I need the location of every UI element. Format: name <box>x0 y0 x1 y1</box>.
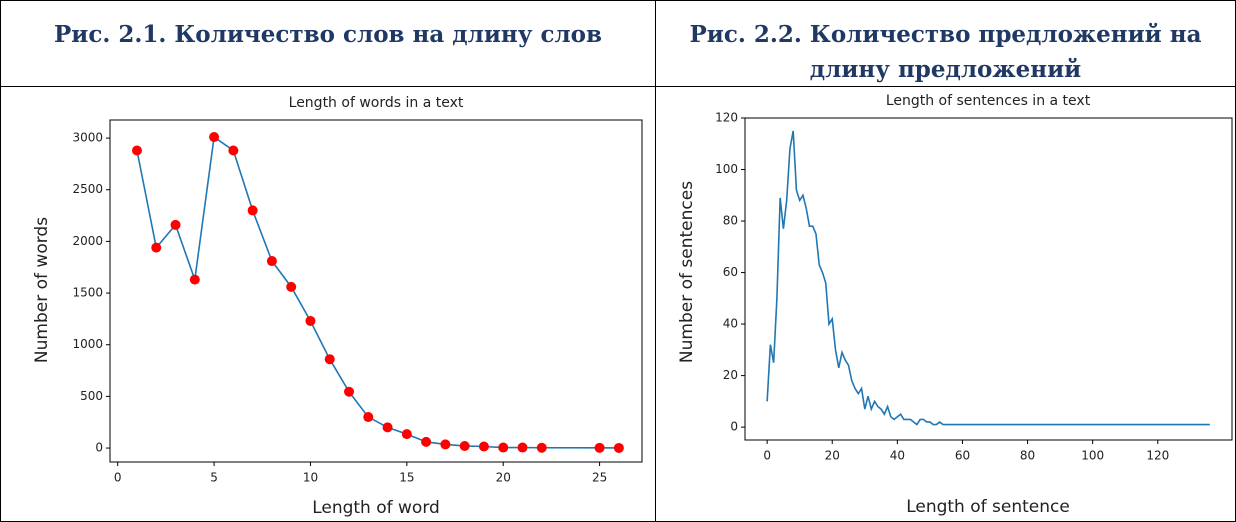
marker <box>382 422 393 433</box>
x-axis-label: Length of word <box>312 498 440 518</box>
marker <box>209 132 220 143</box>
marker <box>421 436 432 447</box>
marker <box>189 274 200 285</box>
y-tick-label: 80 <box>723 214 738 228</box>
x-tick-label: 80 <box>1020 449 1035 463</box>
marker <box>305 315 316 326</box>
marker <box>363 412 374 423</box>
y-axis-label: Number of words <box>32 217 52 363</box>
x-axis-label: Length of sentence <box>906 497 1070 517</box>
marker <box>247 205 258 216</box>
y-tick-label: 1000 <box>72 337 103 351</box>
x-tick-label: 20 <box>496 471 511 485</box>
marker <box>344 386 355 397</box>
marker <box>324 354 335 365</box>
y-tick-label: 20 <box>723 368 738 382</box>
charts: Length of words in a text Length of word N… <box>32 93 1233 518</box>
chart-title: Length of sentences in a text <box>886 93 1091 109</box>
x-tick-label: 0 <box>763 449 771 463</box>
marker <box>459 440 470 451</box>
header-cell: Рис. 2.2. Количество предложений на длин… <box>655 0 1236 87</box>
marker <box>594 442 605 453</box>
y-tick-label: 3000 <box>72 131 103 145</box>
chart-title: Length of words in a text <box>289 95 464 111</box>
marker <box>228 145 239 156</box>
marker <box>131 145 142 156</box>
x-tick-label: 40 <box>890 449 905 463</box>
marker <box>151 242 162 253</box>
y-tick-label: 0 <box>730 420 738 434</box>
y-tick-label: 0 <box>95 441 103 455</box>
x-tick-label: 10 <box>303 471 318 485</box>
y-tick-label: 2000 <box>72 234 103 248</box>
x-tick-label: 25 <box>592 471 607 485</box>
line <box>136 135 619 449</box>
x-tick-label: 120 <box>1146 449 1169 463</box>
y-tick-label: 120 <box>715 111 738 125</box>
y-tick-label: 40 <box>723 317 738 331</box>
x-tick-label: 15 <box>399 471 414 485</box>
x-tick-label: 5 <box>210 471 218 485</box>
y-tick-label: 60 <box>723 265 738 279</box>
y-tick-label: 100 <box>715 162 738 176</box>
marker <box>401 429 412 440</box>
plot-frame <box>744 117 1233 441</box>
line <box>766 130 1210 426</box>
y-tick-label: 2500 <box>72 182 103 196</box>
marker <box>498 442 509 453</box>
marker <box>286 281 297 292</box>
x-tick-label: 0 <box>114 471 122 485</box>
marker <box>266 256 277 267</box>
plot-frame <box>109 119 643 463</box>
x-tick-label: 60 <box>955 449 970 463</box>
marker <box>478 441 489 452</box>
marker <box>517 442 528 453</box>
marker <box>613 442 624 453</box>
header-cell: Рис. 2.1. Количество слов на длину слов <box>0 0 656 87</box>
marker <box>536 442 547 453</box>
y-tick-label: 500 <box>80 389 103 403</box>
x-tick-label: 100 <box>1081 449 1104 463</box>
y-tick-label: 1500 <box>72 286 103 300</box>
marker <box>440 439 451 450</box>
marker <box>170 219 181 230</box>
x-tick-label: 20 <box>825 449 840 463</box>
y-axis-label: Number of sentences <box>677 181 697 363</box>
